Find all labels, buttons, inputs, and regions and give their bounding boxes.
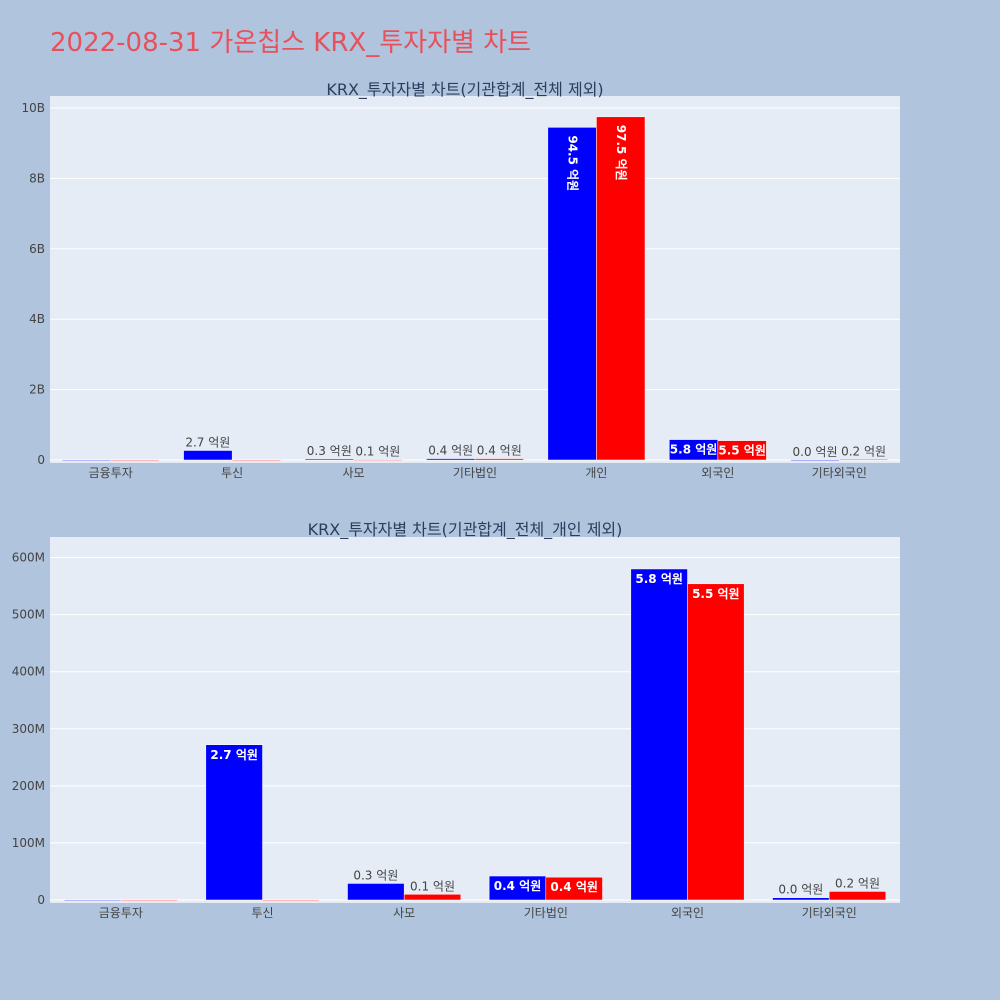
data-label: 0.4 억원	[494, 879, 542, 893]
bar	[426, 458, 476, 461]
bar	[474, 458, 524, 461]
x-tick-label: 개인	[585, 466, 607, 480]
y-tick-label: 8B	[29, 171, 45, 185]
data-label: 2.7 억원	[210, 748, 258, 762]
chart-title: KRX_투자자별 차트(기관합계_전체 제외)	[326, 80, 603, 100]
y-tick-label: 500M	[12, 608, 45, 622]
y-tick-label: 2B	[29, 383, 45, 397]
x-tick-label: 기타법인	[524, 906, 568, 920]
bar	[61, 459, 111, 462]
y-tick-label: 4B	[29, 312, 45, 326]
x-tick-label: 사모	[393, 906, 415, 920]
x-tick-label: 외국인	[671, 906, 704, 920]
bar	[790, 459, 840, 461]
chart-all-investors: KRX_투자자별 차트(기관합계_전체 제외) 0 2B 4B 6B 8B 10B 금융투자 투…	[21, 80, 900, 480]
y-tick-label: 0	[37, 893, 45, 907]
bar	[347, 883, 405, 901]
data-label: 94.5 억원	[566, 135, 580, 191]
bar	[545, 876, 603, 901]
x-tick-label: 투신	[251, 906, 273, 920]
plot-area	[50, 537, 900, 903]
data-label: 5.8 억원	[635, 572, 683, 586]
bar	[205, 744, 263, 901]
data-label: 0.1 억원	[355, 445, 400, 459]
chart-excluding-individual: KRX_투자자별 차트(기관합계_전체_개인 제외) 0 100M 200M 300M 4…	[12, 520, 900, 920]
y-tick-label: 100M	[12, 836, 45, 850]
y-tick-label: 6B	[29, 242, 45, 256]
y-tick-label: 300M	[12, 722, 45, 736]
y-tick-label: 400M	[12, 665, 45, 679]
plot-area	[50, 96, 900, 463]
y-tick-label: 600M	[12, 551, 45, 565]
data-label: 5.8 억원	[670, 443, 718, 457]
x-tick-label: 사모	[343, 466, 365, 480]
page-title: 2022-08-31 가온칩스 KRX_투자자별 차트	[50, 28, 532, 58]
data-label: 0.1 억원	[410, 879, 455, 893]
chart-title: KRX_투자자별 차트(기관합계_전체_개인 제외)	[308, 520, 623, 540]
y-tick-label: 200M	[12, 779, 45, 793]
bar	[120, 899, 178, 902]
bar	[630, 568, 688, 901]
x-tick-label: 금융투자	[99, 906, 143, 920]
bar	[839, 459, 889, 461]
bar	[687, 583, 745, 901]
x-tick-label: 기타외국인	[802, 906, 857, 920]
y-tick-label: 10B	[21, 101, 45, 115]
x-tick-label: 투신	[221, 466, 243, 480]
x-tick-label: 금융투자	[89, 466, 133, 480]
bar	[231, 459, 281, 462]
x-tick-label: 외국인	[701, 466, 734, 480]
bar	[828, 891, 887, 901]
bar	[717, 440, 767, 461]
bar	[262, 899, 320, 902]
bar	[63, 899, 122, 902]
data-label: 0.0 억원	[778, 883, 823, 897]
data-label: 0.4 억원	[550, 880, 598, 894]
data-label: 5.5 억원	[718, 444, 766, 458]
data-label: 0.3 억원	[307, 444, 352, 458]
bar	[183, 450, 233, 461]
data-label: 0.4 억원	[477, 444, 522, 458]
x-tick-label: 기타외국인	[812, 466, 867, 480]
bar	[304, 458, 354, 461]
data-label: 0.0 억원	[793, 445, 838, 459]
data-label: 2.7 억원	[185, 435, 230, 449]
bar	[596, 116, 646, 461]
bar	[403, 894, 462, 901]
data-label: 0.2 억원	[841, 444, 886, 458]
data-label: 0.4 억원	[428, 444, 473, 458]
data-label: 0.2 억원	[835, 876, 880, 890]
x-tick-label: 기타법인	[453, 466, 497, 480]
data-label: 0.3 억원	[353, 868, 398, 882]
bar	[772, 897, 830, 901]
y-tick-label: 0	[37, 453, 45, 467]
bar	[110, 459, 160, 462]
bar	[353, 459, 403, 461]
data-label: 97.5 억원	[614, 125, 628, 181]
data-label: 5.5 억원	[692, 587, 740, 601]
